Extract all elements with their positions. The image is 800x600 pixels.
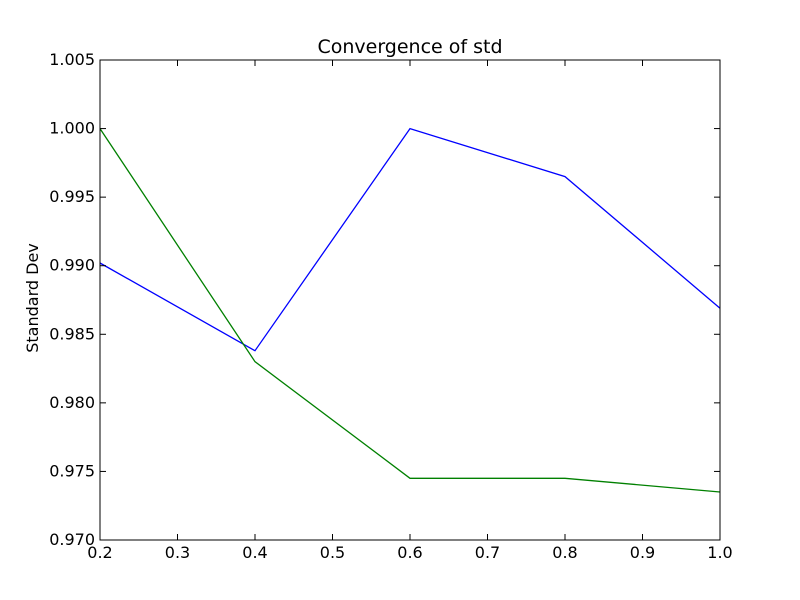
y-tick-label: 0.980 [49,393,95,412]
series-line-2 [99,128,721,493]
y-axis-label: Standard Dev [23,243,42,353]
y-tick-label: 0.995 [49,187,95,206]
chart-title: Convergence of std [317,36,502,58]
y-tick-label: 0.985 [49,324,95,343]
y-tick-label: 1.000 [49,119,95,138]
y-tick-label: 0.990 [49,256,95,275]
x-tick-label: 0.7 [475,543,500,562]
x-tick-label: 0.3 [165,543,190,562]
x-tick-label: 0.4 [242,543,267,562]
x-tick-label: 0.9 [630,543,655,562]
x-tick-label: 0.2 [87,543,112,562]
series-layer [99,127,721,493]
y-tick-label: 0.975 [49,461,95,480]
x-tick-label: 0.5 [320,543,345,562]
x-tick-label: 0.6 [397,543,422,562]
y-tick-label: 1.005 [49,50,95,69]
plot-frame [99,59,721,541]
series-line-1 [99,127,721,352]
tick-layer: 0.2 0.3 0.4 0.5 0.6 0.7 0.8 0.9 1.0 0.970 0.975 0.9… [49,50,733,562]
x-tick-label: 1.0 [707,543,732,562]
x-tick-label: 0.8 [552,543,577,562]
y-tick-label: 0.970 [49,530,95,549]
